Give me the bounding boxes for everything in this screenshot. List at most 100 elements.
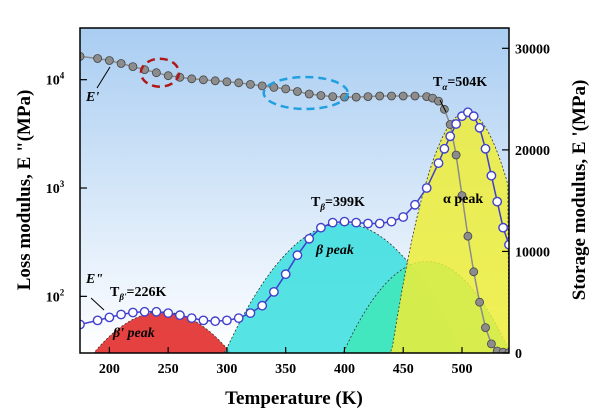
peak-fill-3: [80, 112, 509, 353]
t-beta-prime-label: Tβ'=226K: [110, 285, 166, 302]
series-0-point: [151, 68, 161, 78]
series-0-point: [486, 339, 496, 349]
y-right-tick-label: 10000: [515, 245, 550, 260]
series-1-point: [163, 308, 174, 318]
x-tick-label: 350: [275, 362, 296, 377]
series-1-point: [327, 217, 338, 228]
y-right-tick-label: 20000: [515, 144, 550, 159]
series-0-point: [292, 87, 302, 96]
series-1-point: [186, 313, 197, 323]
series-1-point: [92, 315, 103, 326]
series-1-point: [245, 308, 256, 318]
series-0-point: [257, 81, 267, 91]
series-1-point: [116, 309, 127, 320]
series-1-point: [292, 250, 303, 261]
series-0-point: [410, 91, 420, 101]
x-tick-label: 400: [334, 362, 355, 377]
e-prime-arrow: [96, 66, 111, 89]
series-0-point: [163, 71, 173, 81]
series-0-point: [481, 323, 490, 333]
y-right-tick-label: 30000: [515, 42, 550, 57]
series-0-point: [80, 52, 85, 61]
beta-prime-peak-label: β' peak: [112, 326, 155, 341]
series-1-point: [492, 196, 503, 207]
series-1-point: [210, 316, 221, 327]
series-0-point: [316, 91, 326, 100]
series-1-point: [315, 222, 326, 233]
series-1-point: [139, 306, 150, 317]
series-1-point: [386, 216, 397, 227]
y-left-axis-title: Loss modulus, E "(MPa): [14, 90, 35, 291]
series-layer: [80, 52, 509, 353]
series-1-point: [304, 233, 315, 244]
highlight-ellipses: [139, 57, 349, 111]
e-double-prime-label: E": [85, 272, 103, 287]
series-1-point: [398, 212, 409, 222]
series-0-point: [187, 74, 197, 84]
e-double-prime-arrow: [90, 297, 105, 311]
x-tick-label: 200: [99, 362, 120, 377]
x-tick-label: 250: [158, 362, 179, 377]
series-1-point: [445, 131, 456, 142]
series-1-point: [374, 218, 385, 229]
series-1-point: [198, 315, 209, 326]
y-left-tick-label: 102: [46, 287, 65, 305]
series-1-point: [233, 313, 244, 323]
series-1-point: [280, 269, 291, 280]
series-0-point: [245, 80, 255, 89]
series-1-point: [480, 143, 491, 154]
y-left-tick-label: 104: [46, 71, 65, 89]
beta-peak-label: β peak: [315, 243, 354, 258]
axes: 200 250 300 350 400 450 500 102 103 104 0 10000 2000…: [46, 42, 550, 377]
series-0-point: [463, 231, 473, 241]
series-0-point: [475, 297, 485, 307]
series-0-point: [451, 150, 461, 160]
x-axis-title: Temperature (K): [225, 388, 363, 409]
series-0-point: [198, 75, 208, 85]
alpha-peak-label: α peak: [443, 192, 483, 207]
series-1-point: [410, 199, 420, 210]
series-0-point: [457, 191, 467, 201]
t-alpha-arrow: [439, 99, 447, 113]
series-1-point: [468, 111, 479, 122]
x-tick-label: 500: [451, 362, 472, 377]
series-0-point: [93, 54, 102, 63]
series-0-point: [434, 96, 443, 106]
series-0-point: [210, 76, 220, 86]
series-1-point: [257, 300, 268, 311]
t-alpha-label: Tα=504K: [433, 75, 487, 92]
series-0-point: [398, 91, 408, 101]
series-0-point: [128, 62, 138, 71]
series-1-point: [474, 122, 485, 133]
series-1-point: [339, 216, 350, 227]
series-0-point: [105, 56, 114, 65]
series-1-point: [104, 312, 115, 323]
x-tick-label: 450: [393, 362, 414, 377]
series-1-point: [351, 217, 362, 228]
series-0-point: [469, 267, 479, 277]
y-left-tick-label: 103: [46, 179, 65, 197]
peak-fills: [80, 112, 509, 353]
t-beta-label: Tβ=399K: [311, 195, 365, 212]
series-0-point: [328, 92, 338, 101]
series-0-point: [387, 91, 396, 101]
series-1-point: [421, 183, 432, 193]
series-0-point: [304, 89, 314, 99]
annotations: E' E" Tβ'=226K Tβ=399K Tα=504K β' peak β…: [85, 66, 487, 341]
highlight-ellipse-0: [139, 57, 181, 88]
series-1-point: [439, 143, 450, 154]
highlight-ellipse-1: [262, 75, 349, 111]
series-1-point: [174, 310, 185, 321]
series-0-point: [281, 84, 291, 94]
series-0-point: [234, 78, 244, 88]
series-1-point: [433, 158, 444, 169]
series-0-point: [375, 91, 385, 101]
series-1-point: [151, 306, 162, 317]
x-tick-label: 300: [216, 362, 237, 377]
series-1-point: [221, 315, 232, 326]
series-0-point: [363, 92, 373, 101]
series-0-point: [351, 92, 361, 102]
series-1-point: [451, 119, 461, 129]
y-right-axis-title: Storage modulus, E '(MPa): [569, 80, 590, 301]
